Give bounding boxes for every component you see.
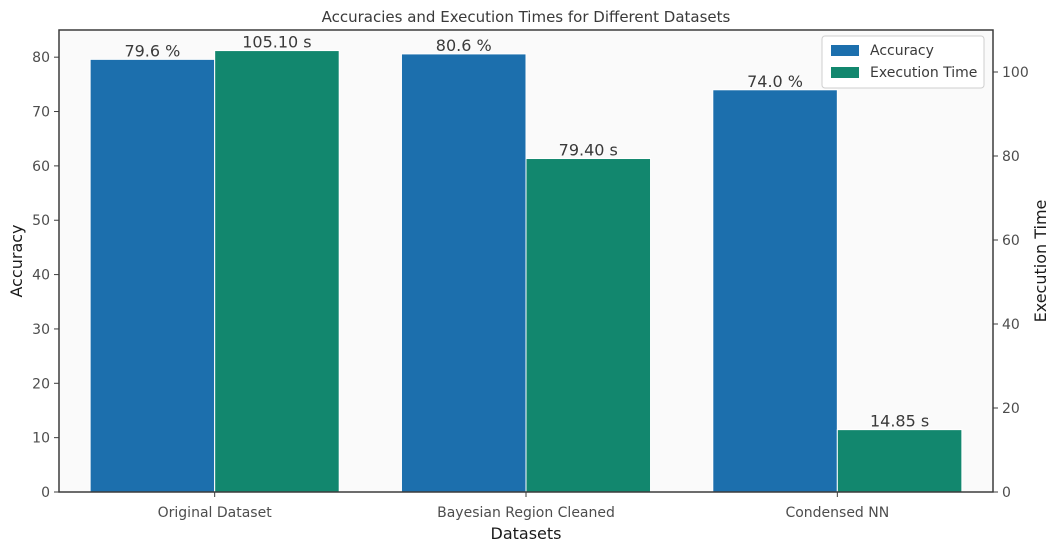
y2-tick-label: 80 (1002, 149, 1020, 165)
y-tick-label: 80 (32, 50, 50, 66)
data-label: 74.0 % (747, 72, 803, 91)
y2-tick-label: 60 (1002, 233, 1020, 249)
y-tick-label: 0 (41, 485, 50, 501)
y-tick-label: 50 (32, 213, 50, 229)
data-label: 14.85 s (870, 412, 929, 431)
bar-accuracy (400, 53, 527, 493)
y-axis-left-ticks: 0 10 20 30 40 50 60 70 80 (32, 50, 59, 501)
y-tick-label: 10 (32, 431, 50, 447)
x-axis-ticks: Original Dataset Bayesian Region Cleaned C… (158, 492, 889, 521)
x-tick-label: Original Dataset (158, 505, 273, 521)
legend: Accuracy Execution Time (821, 35, 985, 89)
y2-tick-label: 0 (1002, 485, 1011, 501)
y-tick-label: 30 (32, 322, 50, 338)
bar-execution-time (525, 158, 652, 493)
y-tick-label: 20 (32, 376, 50, 392)
legend-swatch (831, 45, 859, 56)
chart-title: Accuracies and Execution Times for Diffe… (322, 8, 731, 26)
bars-layer (89, 50, 963, 493)
y-tick-label: 40 (32, 268, 50, 284)
data-label: 79.6 % (124, 41, 180, 60)
legend-label: Execution Time (870, 65, 977, 81)
data-label: 80.6 % (436, 36, 492, 55)
y-axis-left-title: Accuracy (7, 224, 26, 297)
bar-execution-time (214, 50, 340, 493)
legend-label: Accuracy (870, 43, 934, 59)
y2-tick-label: 20 (1002, 401, 1020, 417)
y-tick-label: 60 (32, 159, 50, 175)
y-axis-right-title: Execution Time (1031, 200, 1050, 323)
bar-execution-time (836, 429, 963, 493)
legend-box (821, 35, 985, 89)
y-tick-label: 70 (32, 105, 50, 121)
x-tick-label: Bayesian Region Cleaned (437, 505, 615, 521)
bar-accuracy (712, 89, 838, 493)
x-axis-title: Datasets (491, 524, 562, 543)
bar-accuracy (89, 58, 216, 493)
data-label: 105.10 s (242, 33, 311, 52)
x-tick-label: Condensed NN (785, 505, 889, 521)
y2-tick-label: 100 (1002, 65, 1029, 81)
legend-swatch (831, 67, 859, 78)
y-axis-right-ticks: 0 20 40 60 80 100 (993, 65, 1029, 501)
y2-tick-label: 40 (1002, 317, 1020, 333)
data-labels-layer: 79.6 % 105.10 s 80.6 % 79.40 s 74.0 % 14.85 s (124, 33, 929, 431)
data-label: 79.40 s (559, 141, 618, 160)
